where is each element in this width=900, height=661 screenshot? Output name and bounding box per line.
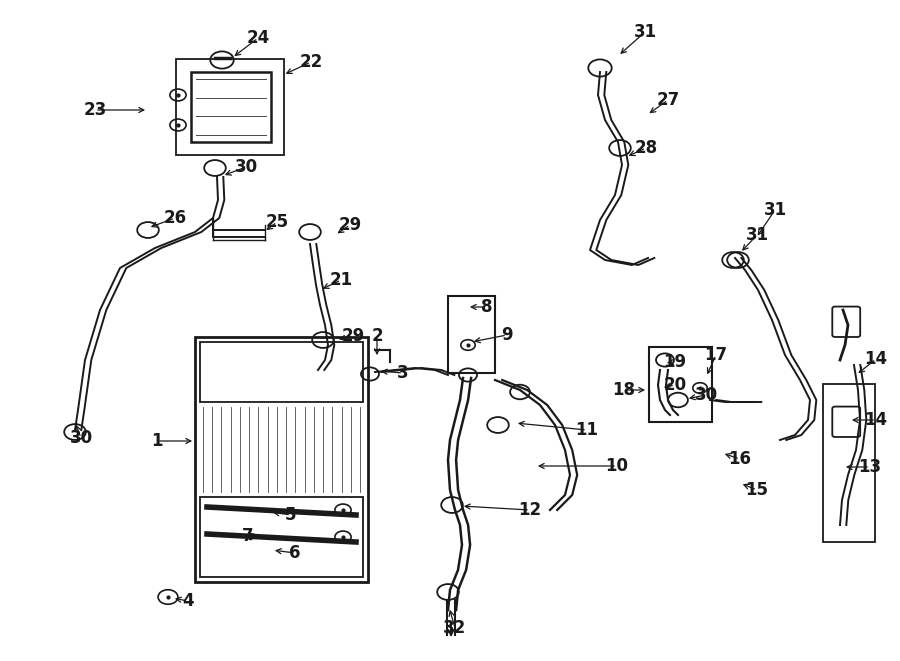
- Text: 30: 30: [69, 429, 93, 447]
- Text: 24: 24: [247, 29, 270, 47]
- Text: 32: 32: [444, 619, 466, 637]
- Bar: [195, 337, 368, 582]
- Text: 1: 1: [151, 432, 163, 450]
- Text: 6: 6: [289, 544, 301, 562]
- Text: 12: 12: [518, 501, 542, 519]
- Text: 23: 23: [84, 101, 106, 119]
- Text: 13: 13: [859, 458, 882, 476]
- Text: 27: 27: [656, 91, 680, 109]
- Bar: [649, 347, 712, 422]
- Bar: [200, 342, 363, 402]
- Text: 31: 31: [745, 226, 769, 244]
- Bar: [191, 72, 271, 142]
- Text: 29: 29: [341, 327, 365, 345]
- Text: 31: 31: [763, 201, 787, 219]
- Text: 30: 30: [234, 158, 257, 176]
- Text: 4: 4: [182, 592, 194, 610]
- Text: 2: 2: [371, 327, 382, 345]
- Text: 9: 9: [501, 326, 513, 344]
- Text: 10: 10: [606, 457, 628, 475]
- Text: 11: 11: [575, 421, 598, 439]
- Text: 22: 22: [300, 53, 322, 71]
- Text: 8: 8: [482, 298, 493, 316]
- Text: 20: 20: [663, 376, 687, 394]
- Text: 19: 19: [663, 353, 687, 371]
- Text: 16: 16: [728, 450, 752, 468]
- Text: 30: 30: [695, 386, 717, 404]
- Bar: [176, 59, 284, 155]
- Text: 28: 28: [634, 139, 658, 157]
- Text: 17: 17: [705, 346, 727, 364]
- Text: 3: 3: [397, 364, 409, 382]
- Text: 25: 25: [266, 213, 289, 231]
- Bar: [823, 384, 875, 542]
- Text: 31: 31: [634, 23, 657, 41]
- Text: 26: 26: [164, 209, 186, 227]
- Text: 5: 5: [285, 506, 297, 524]
- Text: 7: 7: [242, 527, 254, 545]
- Text: 29: 29: [338, 216, 362, 234]
- Bar: [448, 296, 495, 373]
- Text: 14: 14: [864, 350, 887, 368]
- Text: 15: 15: [745, 481, 769, 499]
- Text: 14: 14: [864, 411, 887, 429]
- Text: 18: 18: [613, 381, 635, 399]
- Bar: [200, 497, 363, 577]
- Text: 21: 21: [329, 271, 353, 289]
